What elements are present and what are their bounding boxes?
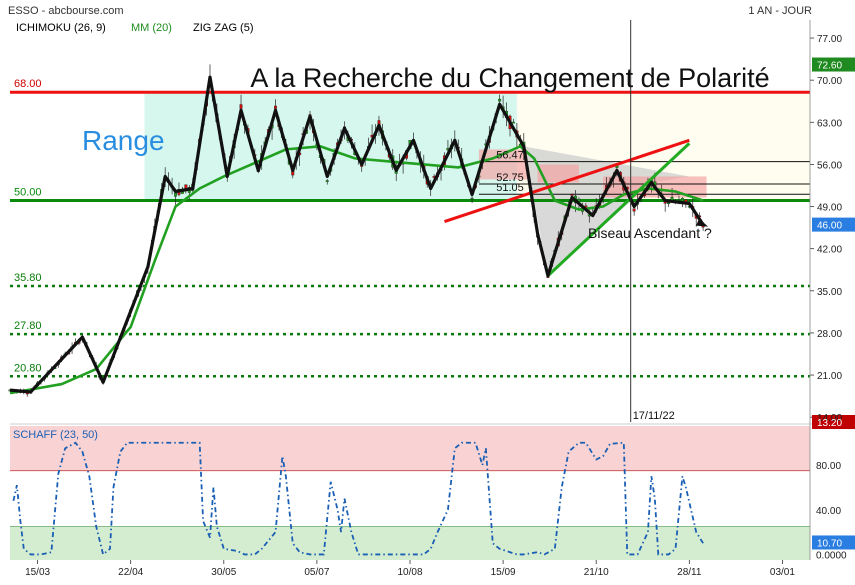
zigzag-arrow	[696, 218, 709, 227]
candle-body	[325, 180, 329, 182]
candle-body	[570, 194, 574, 196]
zigzag-line	[9, 75, 705, 394]
high-price-badge-text: 72.60	[817, 61, 842, 72]
period-label: 1 AN - JOUR	[748, 5, 812, 17]
x-tick-label: 10/08	[397, 567, 422, 578]
inner-level-label-52.75: 52.75	[496, 172, 524, 184]
candle-body	[498, 98, 502, 102]
chart-title: A la Recherche du Changement de Polarité	[250, 63, 769, 93]
schaff-overbought-band	[10, 426, 810, 471]
x-tick-label: 28/11	[677, 567, 702, 578]
y-tick-label: 70.00	[817, 76, 842, 87]
schaff-last-badge-text: 10.70	[817, 538, 842, 549]
candle-body	[667, 202, 671, 205]
level-label-27.80: 27.80	[14, 320, 42, 332]
wedge-resistance-line	[444, 138, 690, 224]
mm20-line	[9, 144, 704, 395]
schaff-oversold-band	[10, 526, 810, 560]
schaff-tick-label: 80.00	[816, 461, 841, 472]
cursor-date-label: 17/11/22	[633, 410, 675, 422]
y-tick-label: 63.00	[817, 118, 842, 129]
ticker-source: ESSO - abcbourse.com	[8, 5, 124, 17]
level-label-20.80: 20.80	[14, 362, 42, 374]
inner-level-label-56.47: 56.47	[496, 150, 524, 162]
wedge-support-line	[546, 142, 691, 277]
level-label-68.00: 68.00	[14, 78, 42, 90]
y-tick-label: 49.00	[817, 203, 842, 214]
level-label-50.00: 50.00	[14, 187, 42, 199]
indicator-label-1: MM (20)	[131, 22, 172, 34]
range-annotation: Range	[82, 125, 165, 156]
schaff-tick-label: 40.00	[816, 506, 841, 517]
low-price-badge-text: 13.20	[817, 418, 842, 429]
x-tick-label: 05/07	[304, 567, 329, 578]
schaff-label: SCHAFF (23, 50)	[13, 429, 98, 441]
schaff-tick-label: 0.0000	[816, 550, 847, 561]
candle-body	[680, 197, 684, 202]
indicator-label-0: ICHIMOKU (26, 9)	[16, 22, 106, 34]
level-label-35.80: 35.80	[14, 272, 42, 284]
x-tick-label: 21/10	[584, 567, 609, 578]
y-tick-label: 14.00	[817, 413, 842, 424]
y-tick-label: 56.00	[817, 160, 842, 171]
indicator-label-2: ZIG ZAG (5)	[193, 22, 254, 34]
x-tick-label: 15/09	[491, 567, 516, 578]
candle-body	[632, 208, 636, 212]
candle-body	[274, 105, 277, 109]
y-tick-label: 42.00	[817, 245, 842, 256]
candle-body	[174, 192, 177, 197]
candle-body	[239, 104, 243, 109]
x-tick-label: 30/05	[211, 567, 236, 578]
y-tick-label: 77.00	[817, 34, 842, 45]
x-tick-label: 15/03	[25, 567, 50, 578]
x-tick-label: 03/01	[770, 567, 795, 578]
schaff-last-badge	[812, 535, 855, 550]
x-tick-label: 22/04	[118, 567, 143, 578]
inner-level-label-51.05: 51.05	[496, 182, 524, 194]
y-tick-label: 28.00	[817, 329, 842, 340]
candle-body	[470, 197, 474, 200]
y-tick-label: 35.00	[817, 287, 842, 298]
high-price-badge	[812, 57, 855, 72]
last-price-badge	[812, 217, 855, 232]
last-price-badge-text: 46.00	[817, 221, 842, 232]
wedge-annotation: Biseau Ascendant ?	[588, 225, 712, 241]
candle-body	[511, 121, 515, 124]
ichimoku-cloud-1	[537, 164, 579, 183]
y-tick-label: 21.00	[817, 371, 842, 382]
low-price-badge	[812, 415, 855, 429]
